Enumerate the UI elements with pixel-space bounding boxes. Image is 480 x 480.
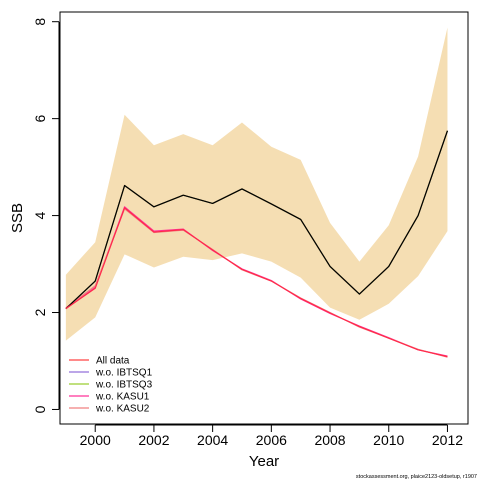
y-axis-title: SSB bbox=[9, 203, 26, 233]
legend-label-all-data: All data bbox=[96, 356, 130, 367]
legend-label-w-o-ibtsq1: w.o. IBTSQ1 bbox=[95, 368, 153, 379]
legend-label-w-o-kasu2: w.o. KASU2 bbox=[95, 404, 150, 415]
x-tick-label: 2006 bbox=[256, 432, 287, 448]
plot-frame bbox=[59, 11, 469, 425]
x-tick-label: 2012 bbox=[432, 432, 463, 448]
legend-label-w-o-kasu1: w.o. KASU1 bbox=[95, 392, 150, 403]
confidence-band-layer bbox=[65, 27, 448, 341]
series-lines-layer bbox=[65, 130, 449, 358]
x-tick-label: 2010 bbox=[373, 432, 404, 448]
series-line-6 bbox=[65, 207, 448, 358]
series-line-5 bbox=[65, 130, 449, 310]
footnote: stockassessment.org, plaice2123-oldsetup… bbox=[356, 474, 477, 480]
y-tick-label: 6 bbox=[32, 115, 48, 123]
y-tick-label: 4 bbox=[32, 211, 48, 219]
confidence-band bbox=[65, 27, 448, 341]
x-tick-label: 2004 bbox=[197, 432, 228, 448]
y-tick-label: 2 bbox=[32, 308, 48, 316]
x-tick-label: 2002 bbox=[138, 432, 169, 448]
x-tick-label: 2008 bbox=[314, 432, 345, 448]
x-axis-title: Year bbox=[249, 453, 279, 470]
x-tick-label: 2000 bbox=[80, 432, 111, 448]
y-tick-label: 8 bbox=[32, 18, 48, 26]
y-axis: 0 2 4 6 8 bbox=[32, 18, 60, 413]
y-tick-label: 0 bbox=[32, 405, 48, 413]
x-axis: 2000 2002 2004 2006 2008 2010 2012 bbox=[80, 424, 463, 448]
legend-label-w-o-ibtsq3: w.o. IBTSQ3 bbox=[95, 380, 153, 391]
